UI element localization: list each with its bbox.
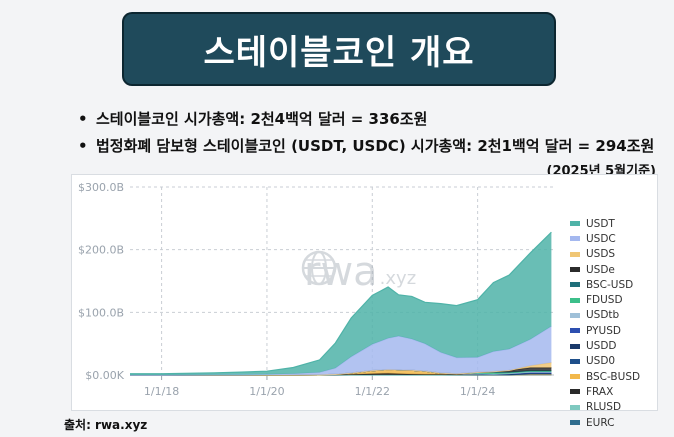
chart-legend: USDT USDC USDS USDe BSC-USD FDUSD USDtb PYUSD US… bbox=[570, 216, 640, 430]
y-tick-label: $0.00K bbox=[85, 369, 124, 382]
legend-item-eurc: EURC bbox=[570, 415, 640, 430]
bullet-list: 스테이블코인 시가총액: 2천4백억 달러 = 336조원 법정화폐 담보형 스… bbox=[78, 106, 654, 160]
x-tick-label: 1/1/24 bbox=[460, 385, 495, 398]
legend-item-usdd: USDD bbox=[570, 338, 640, 353]
legend-swatch bbox=[570, 328, 580, 334]
watermark: rwa .xyz bbox=[300, 249, 416, 295]
legend-label: FDUSD bbox=[586, 294, 623, 307]
legend-item-bsc-busd: BSC-BUSD bbox=[570, 369, 640, 384]
globe-icon bbox=[301, 250, 337, 286]
legend-swatch bbox=[570, 236, 580, 242]
watermark-text: rwa bbox=[304, 249, 378, 295]
legend-item-usdt: USDT bbox=[570, 216, 640, 231]
y-tick-label: $100.0B bbox=[78, 306, 124, 319]
x-tick-label: 1/1/20 bbox=[249, 385, 284, 398]
legend-item-usds: USDS bbox=[570, 247, 640, 262]
legend-label: USD0 bbox=[586, 355, 616, 368]
title-banner: 스테이블코인 개요 bbox=[122, 12, 556, 86]
stablecoin-area-chart: $0.00K $100.0B $200.0B $300.0B 1/1/18 1/1/20 1… bbox=[71, 174, 658, 429]
legend-label: USDT bbox=[586, 217, 615, 230]
legend-swatch bbox=[570, 389, 580, 395]
legend-item-usdc: USDC bbox=[570, 231, 640, 246]
legend-item-rlusd: RLUSD bbox=[570, 400, 640, 415]
legend-label: EURC bbox=[586, 416, 615, 429]
legend-swatch bbox=[570, 297, 580, 303]
legend-label: BSC-BUSD bbox=[586, 370, 641, 383]
legend-swatch bbox=[570, 267, 580, 273]
legend-label: PYUSD bbox=[586, 324, 621, 337]
legend-swatch bbox=[570, 312, 580, 318]
bullet-market-cap: 스테이블코인 시가총액: 2천4백억 달러 = 336조원 bbox=[78, 106, 654, 133]
legend-item-usde: USDe bbox=[570, 262, 640, 277]
legend-swatch bbox=[570, 282, 580, 288]
legend-label: USDe bbox=[586, 263, 615, 276]
series-line-usdt bbox=[130, 231, 552, 375]
legend-label: USDD bbox=[586, 340, 617, 353]
legend-label: FRAX bbox=[586, 385, 614, 398]
source-credit: 출처: rwa.xyz bbox=[64, 418, 148, 432]
series-area-usdt bbox=[130, 232, 552, 375]
legend-swatch bbox=[570, 358, 580, 364]
y-tick-label: $300.0B bbox=[78, 181, 124, 194]
legend-swatch bbox=[570, 420, 580, 425]
legend-item-bsc-usd: BSC-USD bbox=[570, 277, 640, 292]
series-area-usdc bbox=[130, 326, 552, 375]
legend-label: USDC bbox=[586, 232, 616, 245]
y-tick-label: $200.0B bbox=[78, 244, 124, 257]
x-tick-label: 1/1/22 bbox=[355, 385, 390, 398]
legend-item-usdtb: USDtb bbox=[570, 308, 640, 323]
x-tick-label: 1/1/18 bbox=[144, 385, 179, 398]
legend-swatch bbox=[570, 221, 580, 227]
legend-swatch bbox=[570, 374, 580, 380]
legend-item-pyusd: PYUSD bbox=[570, 323, 640, 338]
legend-label: BSC-USD bbox=[586, 278, 634, 291]
legend-label: RLUSD bbox=[586, 401, 622, 414]
watermark-sub: .xyz bbox=[379, 267, 417, 289]
legend-swatch bbox=[570, 251, 580, 257]
bullet-fiat-backed-market-cap: 법정화폐 담보형 스테이블코인 (USDT, USDC) 시가총액: 2천1백억… bbox=[78, 133, 654, 160]
page-title: 스테이블코인 개요 bbox=[203, 32, 475, 73]
legend-label: USDtb bbox=[586, 309, 620, 322]
legend-label: USDS bbox=[586, 248, 616, 261]
legend-swatch bbox=[570, 343, 580, 349]
legend-item-fdusd: FDUSD bbox=[570, 292, 640, 307]
legend-swatch bbox=[570, 404, 580, 410]
legend-item-usd0: USD0 bbox=[570, 354, 640, 369]
legend-item-frax: FRAX bbox=[570, 384, 640, 399]
chart-svg: $0.00K $100.0B $200.0B $300.0B 1/1/18 1/1/20 1… bbox=[78, 181, 554, 398]
